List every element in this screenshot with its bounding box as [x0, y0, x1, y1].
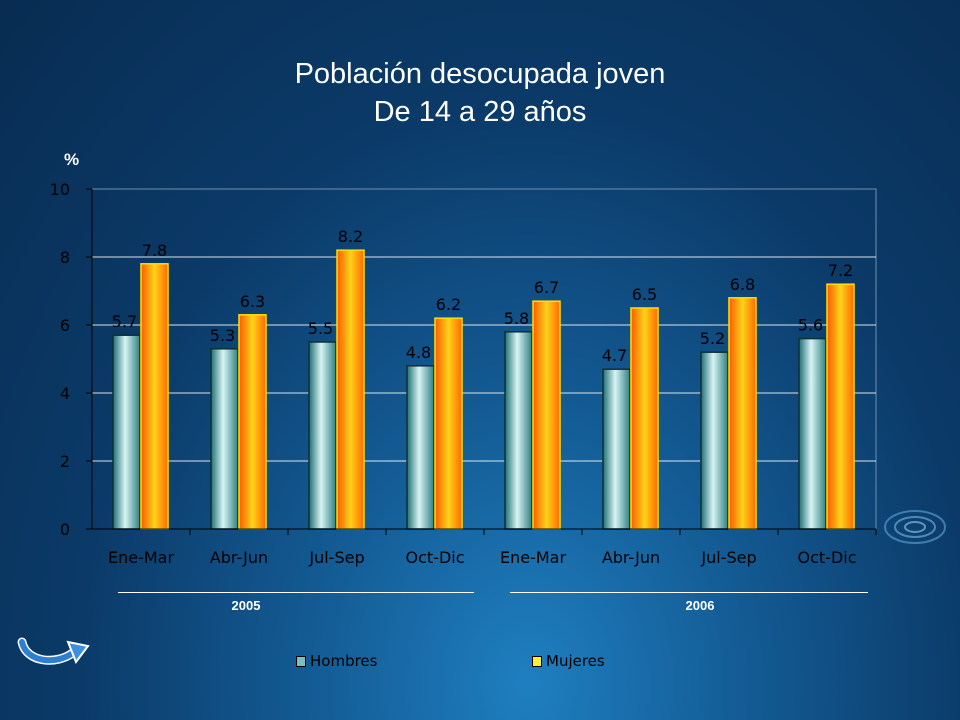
- data-label-mujeres-3: 6.2: [436, 295, 461, 314]
- x-tick-label-5: Abr-Jun: [602, 548, 660, 567]
- x-tick-label-0: Ene-Mar: [108, 548, 174, 567]
- bar-hombres-1: [210, 348, 239, 530]
- data-label-hombres-7: 5.6: [798, 316, 823, 335]
- legend-item-hombres: Hombres: [296, 652, 377, 670]
- bar-mujeres-0: [140, 263, 169, 530]
- water-ripple-decoration: [884, 510, 946, 544]
- year-label-2005: 2005: [231, 598, 261, 613]
- year-divider-2006: [510, 592, 868, 593]
- y-tick-label-8: 8: [60, 248, 70, 267]
- data-label-hombres-6: 5.2: [700, 329, 725, 348]
- bar-mujeres-3: [434, 317, 463, 530]
- data-label-mujeres-4: 6.7: [534, 278, 559, 297]
- bar-hombres-3: [406, 365, 435, 530]
- legend-label-hombres: Hombres: [310, 652, 378, 670]
- bar-hombres-7: [798, 337, 827, 530]
- plot-area: [91, 188, 877, 530]
- legend-item-mujeres: Mujeres: [532, 652, 605, 670]
- data-label-mujeres-0: 7.8: [142, 241, 167, 260]
- x-tick-label-4: Ene-Mar: [500, 548, 566, 567]
- y-tick-label-2: 2: [60, 452, 70, 471]
- bar-mujeres-2: [336, 249, 365, 530]
- legend-label-mujeres: Mujeres: [546, 652, 605, 670]
- bar-hombres-4: [504, 331, 533, 530]
- data-label-mujeres-2: 8.2: [338, 227, 363, 246]
- bar-hombres-2: [308, 341, 337, 530]
- chart-title-line2: De 14 a 29 años: [373, 96, 587, 128]
- chart-legend: Hombres Mujeres: [296, 652, 626, 672]
- y-tick-label-0: 0: [60, 520, 70, 539]
- bar-mujeres-7: [826, 283, 855, 530]
- y-tick-label-10: 10: [50, 180, 70, 199]
- x-tick-label-6: Jul-Sep: [700, 548, 756, 567]
- data-label-mujeres-7: 7.2: [828, 261, 853, 280]
- data-label-hombres-0: 5.7: [112, 312, 137, 331]
- bar-hombres-6: [700, 351, 729, 530]
- data-label-mujeres-5: 6.5: [632, 285, 657, 304]
- legend-swatch-hombres: [296, 655, 306, 667]
- data-label-hombres-3: 4.8: [406, 343, 431, 362]
- y-axis-unit-label: %: [64, 150, 80, 169]
- y-tick-label-4: 4: [60, 384, 70, 403]
- bar-mujeres-6: [728, 297, 757, 530]
- return-arrow-icon[interactable]: [16, 636, 92, 670]
- data-label-hombres-2: 5.5: [308, 319, 333, 338]
- year-label-2006: 2006: [685, 598, 715, 613]
- data-label-mujeres-6: 6.8: [730, 275, 755, 294]
- data-label-hombres-5: 4.7: [602, 346, 627, 365]
- x-tick-label-7: Oct-Dic: [798, 548, 857, 567]
- data-label-hombres-4: 5.8: [504, 309, 529, 328]
- y-tick-label-6: 6: [60, 316, 70, 335]
- data-label-hombres-1: 5.3: [210, 326, 235, 345]
- x-tick-label-1: Abr-Jun: [210, 548, 268, 567]
- x-tick-label-2: Jul-Sep: [308, 548, 364, 567]
- bar-mujeres-4: [532, 300, 561, 530]
- legend-swatch-mujeres: [532, 655, 542, 667]
- data-label-mujeres-1: 6.3: [240, 292, 265, 311]
- bar-mujeres-5: [630, 307, 659, 530]
- bar-hombres-5: [602, 368, 631, 530]
- year-divider-2005: [118, 592, 474, 593]
- bar-mujeres-1: [238, 314, 267, 530]
- x-tick-label-3: Oct-Dic: [406, 548, 465, 567]
- chart-title-line1: Población desocupada joven: [294, 58, 666, 90]
- bar-hombres-0: [112, 334, 141, 530]
